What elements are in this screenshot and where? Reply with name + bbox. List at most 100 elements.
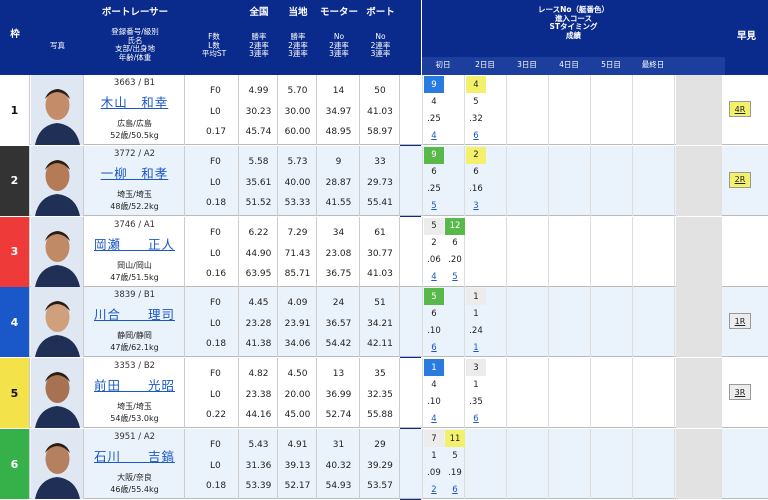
branch-birthplace: 大阪/奈良 (117, 473, 152, 482)
early-race-badge[interactable]: 1R (729, 313, 751, 330)
result-link[interactable]: 6 (473, 413, 479, 424)
grid-line (548, 75, 549, 145)
sub-line: 2連率 (249, 40, 269, 50)
boatracer-header: ボートレーサー (101, 7, 169, 18)
stat-value: 45.00 (284, 410, 311, 421)
result-link[interactable]: 5 (452, 272, 458, 283)
grid-line (464, 145, 465, 216)
grid-line (590, 216, 591, 287)
grid-line (422, 358, 423, 429)
f-count: F0 (210, 440, 221, 450)
racer-name-link[interactable]: 石川 吉鎬 (93, 449, 175, 464)
session-results: 5 6 .10 6 1 1 .24 1 (422, 287, 725, 358)
grid-line (422, 75, 423, 145)
fl-st-column: F0 L0 0.17 (186, 75, 239, 145)
local-header: 当地 (288, 7, 308, 18)
st-timing: .24 (469, 325, 483, 336)
days-row: 初日 2日目 3日目 4日目 5日目 最終日 (422, 57, 725, 75)
motor-stats: 13 36.99 52.74 (318, 358, 360, 429)
racer-info: 3353 / B2 前田 光昭 埼玉/埼玉 54歳/53.0kg (85, 358, 185, 429)
early-race-badge[interactable]: 3R (729, 384, 751, 401)
grid-line (464, 358, 465, 429)
session-results: 9 4 .25 4 4 5 .32 6 (422, 75, 725, 145)
boat-stats: 61 30.77 41.03 (361, 216, 400, 287)
frame-number: 6 (0, 429, 30, 499)
grid-line (674, 287, 675, 358)
racer-row: 2 3772 / A2 一柳 和孝 埼玉/埼玉 48歳/52.2kg F0 L0 0.18 5.… (0, 145, 768, 216)
stat-value: 29.73 (367, 177, 393, 188)
age-weight: 48歳/52.2kg (110, 201, 159, 211)
f-count: F0 (210, 369, 221, 380)
race-number: 5 (424, 288, 444, 306)
local-stats: 4.91 39.13 52.17 (279, 429, 317, 499)
race-number: 2 (466, 146, 486, 164)
result-link[interactable]: 4 (431, 413, 437, 424)
racer-portrait-icon (31, 145, 83, 216)
result-link[interactable]: 4 (431, 272, 437, 283)
result-link[interactable]: 1 (473, 342, 479, 353)
race-number: 9 (424, 76, 444, 93)
stat-value: 85.71 (284, 268, 311, 279)
result-link[interactable]: 6 (473, 130, 479, 141)
st-timing: .32 (469, 113, 483, 124)
result-link[interactable]: 6 (431, 342, 437, 353)
result-link[interactable]: 3 (473, 201, 479, 212)
stat-value: 53.33 (284, 197, 311, 208)
f-count: F0 (210, 298, 221, 309)
result-link[interactable]: 2 (431, 484, 437, 495)
racer-portrait-icon (31, 358, 83, 429)
photo-header: 写真 (50, 41, 65, 50)
racer-photo (31, 429, 84, 499)
stat-value: 6.22 (248, 227, 269, 238)
grid-line (422, 145, 423, 216)
grid-line (674, 358, 675, 429)
stat-value: 48.95 (325, 127, 352, 137)
last-day-block (676, 75, 722, 145)
stat-value: 55.88 (367, 410, 393, 421)
grid-line (590, 145, 591, 216)
racer-info: 3839 / B1 川合 理司 静岡/静岡 47歳/62.1kg (85, 287, 185, 358)
racer-header: 枠 写真 ボートレーサー 登録番号/級別 氏名 支部/出身地 年齢/体重 F数 … (0, 0, 400, 75)
racer-name-link[interactable]: 岡瀬 正人 (93, 236, 175, 252)
racer-name-link[interactable]: 木山 和幸 (100, 95, 169, 110)
grid-line (506, 358, 507, 429)
racer-portrait-icon (31, 216, 83, 287)
grid-line (632, 75, 633, 145)
result-link[interactable]: 6 (452, 484, 458, 495)
course: 4 (431, 379, 437, 390)
stat-value: 7.29 (287, 227, 308, 238)
racer-name-link[interactable]: 川合 理司 (93, 307, 175, 323)
early-race-badge[interactable]: 2R (729, 171, 751, 188)
session-results: 5 2 .06 4 12 6 .20 5 (422, 216, 725, 287)
local-stats: 5.70 30.00 60.00 (279, 75, 317, 145)
race-number: 4 (466, 76, 486, 93)
result-link[interactable]: 5 (431, 201, 437, 212)
grid-line (632, 216, 633, 287)
f-count: F0 (210, 86, 221, 96)
stat-value: 39.13 (284, 461, 311, 471)
session-results: 7 1 .09 2 11 5 .19 6 (422, 429, 725, 499)
stat-value: 23.91 (284, 319, 311, 330)
national-stats: 4.45 23.28 41.38 (240, 287, 278, 358)
sub-line: 勝率 (290, 32, 306, 41)
race-number: 7 (424, 430, 444, 447)
grid-line (590, 287, 591, 358)
stat-value: 5.73 (287, 156, 308, 167)
early-race-badge[interactable]: 4R (729, 101, 751, 117)
last-day-block (676, 145, 722, 216)
l-count: L0 (210, 461, 221, 471)
race-number: 1 (466, 288, 486, 306)
sub-line: 勝率 (251, 32, 267, 41)
stat-value: 30.23 (245, 107, 272, 117)
grid-line (548, 145, 549, 216)
frame-header: 枠 (10, 29, 20, 40)
boat-stats: 33 29.73 55.41 (361, 145, 400, 216)
racer-name-link[interactable]: 一柳 和孝 (100, 165, 169, 181)
racer-row: 4 3839 / B1 川合 理司 静岡/静岡 47歳/62.1kg F0 L0 0.18 4.… (0, 287, 768, 358)
result-link[interactable]: 4 (431, 130, 437, 141)
day-tab: 3日目 (517, 60, 537, 69)
racer-name-link[interactable]: 前田 光昭 (93, 378, 175, 394)
race-number: 3 (466, 359, 486, 377)
fl-st-column: F0 L0 0.22 (186, 358, 239, 429)
